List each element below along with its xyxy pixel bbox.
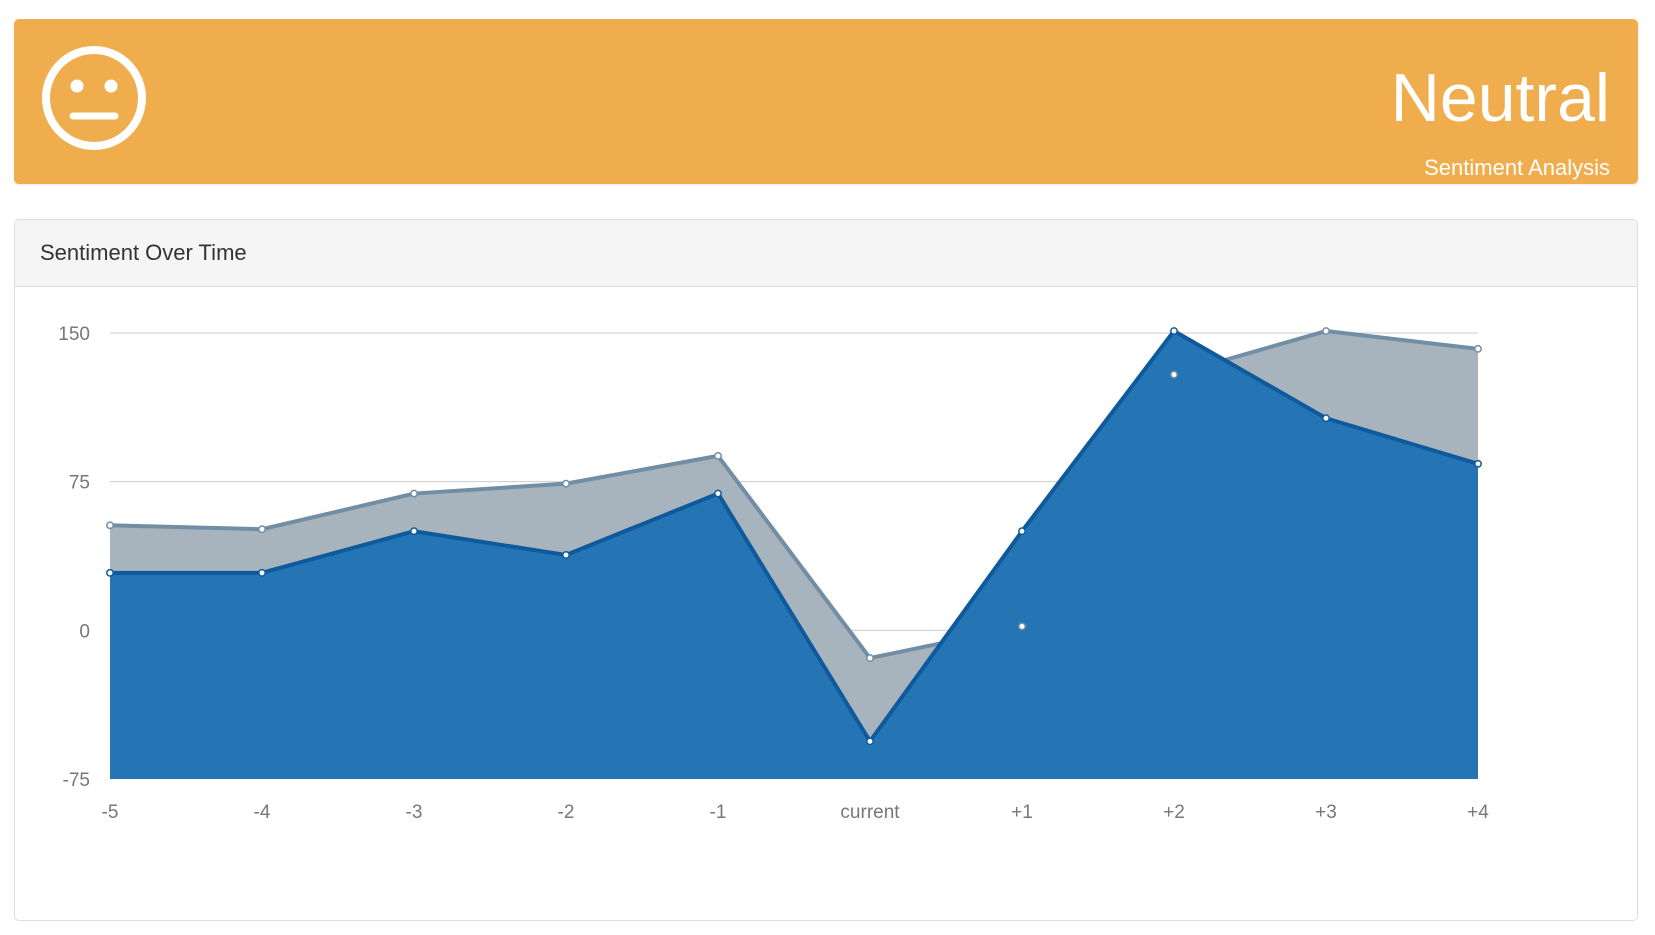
x-tick-label: +1 [1011,802,1033,823]
series-0-point [562,479,570,488]
series-1-point [1322,414,1330,423]
series-0-point [1322,327,1330,335]
x-tick-label: +2 [1163,802,1185,823]
series-0-line [109,329,1479,661]
series-0-point [1018,622,1026,631]
x-tick-label: -5 [102,802,119,823]
series-0-point [714,451,722,460]
series-1-point [562,551,570,559]
series-1-point [1018,527,1026,536]
sentiment-subtitle: Sentiment Analysis [1424,155,1610,180]
y-tick-label: 75 [69,473,90,494]
y-tick-label: 0 [79,621,90,642]
series-0-point [1474,344,1482,353]
neutral-face-icon [42,46,146,150]
series-0-point [258,525,266,534]
x-tick-label: -1 [710,802,727,823]
series-1-point [1170,327,1178,335]
series-1-point [106,568,114,577]
series-1-point [1474,459,1482,468]
x-tick-label: -4 [254,802,271,823]
panel-title: Sentiment Over Time [40,240,247,265]
y-tick-label: 150 [58,324,90,345]
series-1-point [410,527,418,536]
series-0-point [106,521,114,530]
sentiment-banner: Neutral Sentiment Analysis [14,19,1638,184]
x-tick-label: -3 [406,802,423,823]
sentiment-chart-panel: Sentiment Over Time 150 75 0 -75 -5 -4 -3 -2 -1 c… [14,219,1638,921]
x-tick-label: -2 [558,802,575,823]
series-0-point [1170,370,1178,379]
series-1-area [110,331,1478,779]
series-1-line [110,329,1479,744]
series-0-point [410,489,418,498]
series-1-point [258,568,266,577]
y-tick-label: -75 [63,770,90,791]
x-tick-label: +4 [1467,802,1489,823]
series-1-point [714,489,722,498]
panel-heading: Sentiment Over Time [15,220,1637,287]
sentiment-headline: Neutral [1390,60,1610,136]
x-tick-label: +3 [1315,802,1337,823]
x-tick-label: current [840,802,900,823]
sentiment-area-chart: 150 75 0 -75 -5 -4 -3 -2 -1 current +1 +2 +3 +4 [58,324,1489,823]
series-1-point [866,737,874,746]
series-0-point [866,654,874,663]
